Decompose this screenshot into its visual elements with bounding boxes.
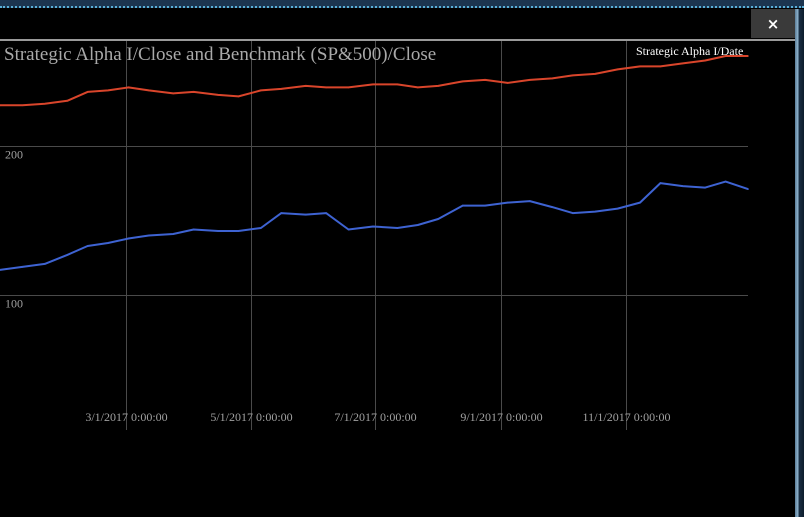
data-point	[396, 227, 399, 229]
x-axis: 3/1/2017 0:00:00 5/1/2017 0:00:00 7/1/2017…	[85, 410, 670, 424]
data-point	[396, 83, 399, 86]
data-point	[217, 94, 219, 96]
data-point	[417, 86, 419, 89]
data-point	[86, 245, 89, 247]
data-point	[461, 204, 464, 207]
window-right-border	[795, 9, 804, 517]
data-point	[682, 185, 684, 187]
data-point	[551, 77, 554, 80]
data-point	[571, 212, 574, 214]
x-tick-label: 5/1/2017 0:00:00	[210, 410, 292, 424]
x-tick-label: 11/1/2017 0:00:00	[583, 410, 671, 424]
data-point	[594, 210, 596, 213]
data-point	[437, 85, 440, 87]
data-point	[347, 86, 350, 89]
data-point	[594, 73, 596, 75]
data-point	[704, 59, 706, 62]
x-tick-label: 9/1/2017 0:00:00	[460, 410, 542, 424]
chart-title: Strategic Alpha I/Close and Benchmark (S…	[4, 44, 437, 65]
data-point	[682, 62, 684, 65]
window-titlebar	[0, 8, 750, 39]
close-icon: ×	[766, 14, 780, 33]
data-point	[192, 228, 195, 231]
data-point	[616, 207, 619, 210]
data-point	[484, 204, 486, 207]
data-point	[659, 182, 662, 184]
data-point	[659, 65, 662, 68]
data-point	[304, 213, 307, 216]
data-point	[148, 234, 150, 237]
data-point	[66, 100, 69, 102]
data-point	[372, 83, 374, 86]
data-point	[506, 201, 509, 204]
data-point	[172, 92, 174, 95]
data-point	[304, 85, 307, 87]
data-point	[437, 218, 440, 220]
data-point	[66, 254, 69, 256]
data-point	[107, 242, 109, 244]
y-tick-label: 200	[5, 148, 23, 162]
data-point	[127, 237, 130, 240]
data-point	[417, 224, 419, 226]
data-point	[192, 91, 195, 93]
data-point	[0, 104, 1, 107]
data-point	[325, 86, 327, 89]
data-point	[217, 230, 219, 232]
data-point	[260, 227, 262, 229]
data-point	[724, 55, 727, 57]
data-point	[44, 103, 46, 105]
data-point	[347, 228, 350, 231]
data-point	[21, 104, 24, 107]
series-line-blue	[0, 180, 749, 271]
panel-divider	[0, 39, 795, 41]
chart-grid	[0, 41, 748, 430]
data-point	[551, 206, 554, 208]
data-point	[461, 80, 464, 83]
data-point	[325, 212, 327, 214]
chart-series	[0, 55, 749, 271]
data-point	[484, 79, 486, 81]
data-point	[529, 79, 531, 81]
data-point	[107, 89, 109, 92]
data-point	[616, 68, 619, 71]
data-point	[724, 180, 727, 183]
y-tick-label: 100	[5, 297, 23, 311]
data-point	[639, 201, 641, 204]
close-button[interactable]: ×	[751, 9, 795, 38]
data-point	[747, 188, 749, 190]
chart-panel	[0, 41, 795, 517]
data-point	[704, 186, 706, 189]
data-point	[529, 200, 531, 202]
x-tick-label: 3/1/2017 0:00:00	[85, 410, 167, 424]
data-point	[639, 65, 641, 68]
data-point	[127, 86, 130, 89]
legend-entry[interactable]: Strategic Alpha I/Date	[636, 44, 744, 58]
x-tick-label: 7/1/2017 0:00:00	[334, 410, 416, 424]
data-point	[260, 89, 262, 92]
data-point	[172, 233, 174, 235]
data-point	[0, 269, 1, 271]
data-point	[44, 263, 46, 265]
data-point	[148, 89, 150, 92]
data-point	[86, 91, 89, 93]
data-point	[21, 266, 24, 268]
data-point	[506, 82, 509, 84]
data-point	[280, 212, 283, 214]
data-point	[372, 225, 374, 228]
data-point	[747, 55, 749, 57]
y-axis: 100 200	[5, 148, 23, 311]
data-point	[280, 88, 283, 90]
data-point	[237, 230, 240, 232]
data-point	[571, 74, 574, 77]
data-point	[237, 95, 240, 98]
window-top-edge	[0, 0, 804, 8]
